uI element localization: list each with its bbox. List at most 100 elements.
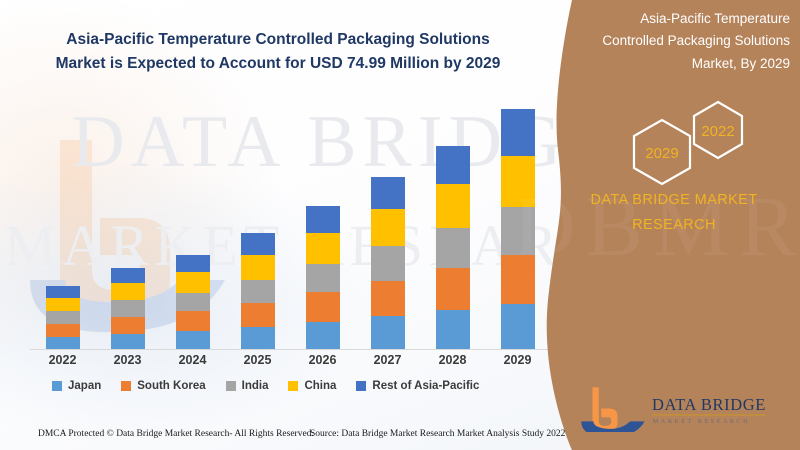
bar-segment-india [175, 292, 210, 312]
bar-segment-india [305, 263, 340, 293]
hexagon-2022 [692, 100, 744, 160]
chart-title-line-1: Asia-Pacific Temperature Controlled Pack… [66, 31, 490, 48]
x-axis-label-2026: 2026 [308, 353, 337, 367]
x-axis-label-2024: 2024 [178, 353, 207, 367]
bar-segment-rest-of-asia-pacific [175, 254, 210, 273]
stacked-bar [435, 145, 470, 349]
bar-segment-china [175, 272, 210, 293]
panel-brand-line-1: DATA BRIDGE MARKET [590, 192, 758, 208]
legend-swatch-icon [52, 381, 62, 391]
right-panel-content: Asia-Pacific Temperature Controlled Pack… [520, 0, 800, 450]
stacked-bar [175, 254, 210, 349]
bar-segment-japan [370, 316, 405, 349]
panel-title: Asia-Pacific Temperature Controlled Pack… [568, 8, 790, 75]
bar-column [161, 254, 225, 349]
bar-segment-china [240, 254, 275, 280]
bar-segment-south-korea [45, 323, 80, 337]
bar-segment-japan [305, 321, 340, 349]
bar-column [31, 286, 95, 349]
bar-segment-rest-of-asia-pacific [305, 206, 340, 234]
bar-segment-india [500, 206, 535, 255]
hexagon-2022-label: 2022 [701, 123, 734, 140]
stacked-bar [500, 109, 535, 349]
x-axis-label-2025: 2025 [243, 353, 272, 367]
legend-swatch-icon [121, 381, 132, 391]
background-wash [0, 0, 600, 450]
bar-segment-south-korea [240, 302, 275, 327]
bar-segment-india [45, 311, 80, 324]
bar-segment-japan [435, 310, 470, 349]
bar-segment-china [370, 209, 405, 247]
bar-column [421, 145, 485, 349]
legend-label: Japan [68, 380, 102, 392]
bar-segment-india [435, 227, 470, 269]
bar-segment-india [370, 246, 405, 281]
bar-segment-china [435, 183, 470, 228]
panel-brand: DATA BRIDGE MARKET RESEARCH [556, 188, 792, 237]
stacked-bar [305, 206, 340, 349]
bar-column [356, 176, 420, 349]
logo-title: DATA BRIDGE [652, 395, 766, 414]
legend-label: China [304, 380, 337, 392]
legend-item-india[interactable]: India [225, 380, 269, 392]
bar-segment-rest-of-asia-pacific [435, 145, 470, 184]
bar-segment-south-korea [175, 311, 210, 331]
legend-label: South Korea [137, 380, 206, 392]
bar-segment-china [305, 233, 340, 264]
legend-label: India [241, 380, 269, 392]
x-axis-label-2022: 2022 [48, 353, 77, 367]
footer: DMCA Protected © Data Bridge Market Rese… [0, 424, 600, 450]
bar-segment-japan [175, 330, 210, 349]
logo-subtitle: MARKET RESEARCH [653, 419, 750, 425]
stacked-bar [110, 267, 145, 349]
stacked-bar [240, 233, 275, 349]
bar-segment-india [240, 279, 275, 303]
dbmr-logo: DATA BRIDGE MARKET RESEARCH [581, 387, 766, 432]
bar-segment-south-korea [500, 254, 535, 304]
chart-plot-area [30, 100, 550, 350]
x-axis-label-2029: 2029 [503, 353, 532, 367]
footer-copyright: DMCA Protected © Data Bridge Market Rese… [38, 429, 314, 439]
bar-segment-japan [110, 333, 145, 349]
bar-segment-china [500, 155, 535, 207]
legend-item-japan[interactable]: Japan [52, 380, 101, 392]
panel-brand-line-2: RESEARCH [632, 216, 716, 233]
bar-group [30, 100, 550, 349]
panel-title-line-2: Controlled Packaging Solutions [602, 33, 790, 49]
panel-title-line-3: Market, By 2029 [691, 55, 790, 71]
chart-title: Asia-Pacific Temperature Controlled Pack… [28, 28, 528, 76]
panel-title-line-1: Asia-Pacific Temperature [640, 11, 790, 26]
bar-segment-japan [240, 326, 275, 349]
hexagon-group: 2022 2029 [576, 88, 776, 198]
bar-segment-rest-of-asia-pacific [110, 267, 145, 283]
legend-item-south-korea[interactable]: South Korea [121, 380, 206, 392]
bar-segment-rest-of-asia-pacific [45, 286, 80, 299]
hexagon-2029-label: 2029 [645, 145, 678, 162]
legend-item-rest-of-asia-pacific[interactable]: Rest of Asia-Pacific [356, 380, 479, 392]
footer-source: Source: Data Bridge Market Research Mark… [310, 429, 566, 439]
x-axis-label-2023: 2023 [113, 353, 142, 367]
legend-item-china[interactable]: China [288, 380, 336, 392]
bar-column [226, 233, 290, 349]
bar-segment-south-korea [110, 316, 145, 334]
bar-segment-japan [45, 336, 80, 349]
bar-segment-rest-of-asia-pacific [370, 176, 405, 210]
chart-title-line-2: Market is Expected to Account for USD 74… [55, 55, 501, 73]
logo-mark-blue [581, 421, 645, 432]
stacked-bar [370, 176, 405, 349]
x-axis-line [30, 349, 550, 350]
bar-segment-south-korea [305, 292, 340, 322]
bar-segment-india [110, 300, 145, 317]
bar-segment-japan [500, 303, 535, 349]
logo-mark-orange [592, 387, 618, 432]
legend-label: Rest of Asia-Pacific [372, 380, 480, 392]
bar-segment-china [45, 298, 80, 312]
legend-swatch-icon [225, 381, 236, 391]
legend-swatch-icon [356, 381, 367, 391]
bar-segment-south-korea [370, 280, 405, 317]
chart-legend: Japan South Korea India China Rest of Asia-P… [30, 380, 550, 392]
legend-swatch-icon [288, 381, 299, 391]
bar-column [486, 109, 550, 349]
hexagon-2029 [632, 118, 692, 186]
